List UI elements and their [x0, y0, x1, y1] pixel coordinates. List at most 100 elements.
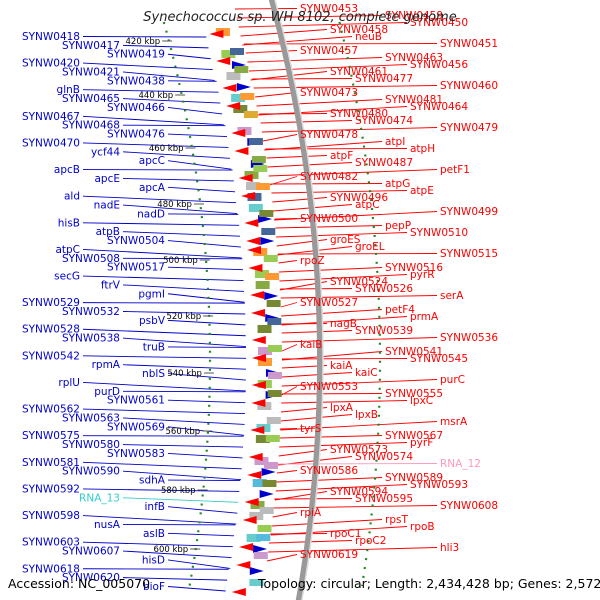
label-connector — [281, 393, 383, 395]
label-connector — [268, 169, 438, 177]
kbp-label: 520 kbp — [166, 312, 201, 322]
gene-block — [262, 480, 277, 487]
gene-label: aslB — [143, 528, 165, 540]
gene-label: SYNW0573 — [330, 444, 388, 456]
gene-label: SYNW0527 — [300, 297, 358, 309]
label-connector — [122, 71, 215, 81]
label-connector — [244, 43, 438, 45]
gene-label: SYNW0465 — [62, 93, 120, 105]
label-connector — [122, 444, 244, 448]
label-connector — [247, 57, 383, 63]
gene-label: nadD — [137, 208, 165, 220]
gene-block — [226, 72, 241, 80]
gene-label: SYNW0461 — [330, 66, 388, 78]
label-connector — [82, 62, 213, 71]
label-connector — [249, 64, 408, 72]
gene-block — [248, 138, 263, 145]
gene-block — [267, 372, 282, 379]
label-connector — [279, 442, 408, 448]
gene-label: atpH — [410, 143, 435, 155]
gene-label: SYNW0478 — [300, 129, 358, 141]
gene-block — [246, 534, 261, 542]
label-connector — [122, 470, 242, 481]
reverse-gene-arrow — [231, 129, 246, 137]
kbp-label: 420 kbp — [126, 37, 161, 47]
gene-label: SYNW0458 — [330, 24, 388, 36]
label-connector — [255, 92, 298, 98]
gene-label: SYNW0467 — [22, 111, 80, 123]
gene-block — [267, 318, 282, 325]
gene-label: kaiB — [300, 339, 322, 351]
gene-label: nblS — [142, 368, 165, 380]
label-connector — [167, 266, 243, 271]
gene-label: SYNW0555 — [385, 388, 443, 400]
gene-block — [253, 552, 268, 559]
label-connector — [167, 186, 236, 193]
forward-gene-arrow — [261, 468, 276, 476]
gene-label: SYNW0504 — [107, 235, 165, 247]
label-connector — [167, 133, 227, 138]
label-connector — [122, 177, 234, 182]
reverse-gene-arrow — [231, 588, 246, 596]
label-connector — [273, 211, 438, 221]
gene-block — [251, 156, 266, 163]
label-connector — [271, 519, 383, 527]
label-connector — [167, 293, 245, 303]
gene-label: SYNW0500 — [300, 213, 358, 225]
gene-label: SYNW0516 — [385, 262, 443, 274]
gene-block — [265, 273, 280, 280]
backbone-arc — [268, 0, 323, 600]
gene-label: SYNW0563 — [62, 412, 120, 424]
label-connector — [280, 295, 438, 299]
gene-label: SYNW0590 — [62, 466, 120, 478]
label-connector — [275, 225, 383, 229]
gene-label: hli3 — [440, 542, 459, 554]
gene-label: lpxB — [355, 409, 378, 421]
label-connector — [122, 124, 226, 127]
label-connector — [276, 232, 408, 238]
gene-block — [233, 105, 248, 113]
label-connector — [253, 85, 438, 89]
forward-gene-arrow — [249, 567, 264, 575]
label-connector — [269, 533, 328, 535]
gene-label: secG — [54, 271, 80, 283]
label-connector — [122, 390, 246, 393]
gene-label: SYNW0532 — [62, 306, 120, 318]
reverse-gene-arrow — [236, 561, 251, 569]
gene-label: SYNW0468 — [62, 120, 120, 132]
label-connector — [167, 80, 217, 82]
gene-label: SYNW0459 — [385, 10, 443, 22]
gene-label: SYNW0470 — [22, 137, 80, 149]
gene-label: tyrS — [300, 423, 322, 435]
gene-label: SYNW0464 — [410, 101, 468, 113]
gene-label: nadE — [94, 200, 120, 212]
gene-block — [267, 390, 282, 397]
gene-label: SYNW0529 — [22, 297, 80, 309]
gene-label: SYNW0586 — [300, 465, 358, 477]
gene-label: SYNW0517 — [107, 262, 165, 274]
gene-label: apcA — [139, 182, 166, 194]
label-connector — [272, 197, 328, 203]
label-connector — [167, 532, 235, 537]
gene-label: SYNW0608 — [440, 500, 498, 512]
gene-label: apcE — [94, 173, 120, 185]
label-connector — [265, 148, 408, 150]
gene-label: SYNW0482 — [300, 171, 358, 183]
gene-label: SYNW0598 — [22, 510, 80, 522]
reverse-gene-arrow — [248, 264, 263, 272]
gene-label: RNA_12 — [440, 458, 481, 470]
gene-label: SYNW0561 — [107, 395, 165, 407]
label-connector — [281, 379, 438, 387]
kbp-label: 580 kbp — [161, 486, 196, 496]
gene-label: lpxC — [410, 395, 433, 407]
label-connector — [122, 550, 232, 558]
label-connector — [122, 151, 230, 159]
gene-label: atpB — [96, 226, 120, 238]
gene-block — [265, 435, 280, 442]
gene-label: rpsT — [385, 514, 408, 526]
kbp-label: 500 kbp — [163, 256, 198, 266]
reverse-gene-arrow — [209, 30, 224, 38]
gene-label: SYNW0510 — [410, 227, 468, 239]
label-connector — [262, 134, 298, 142]
